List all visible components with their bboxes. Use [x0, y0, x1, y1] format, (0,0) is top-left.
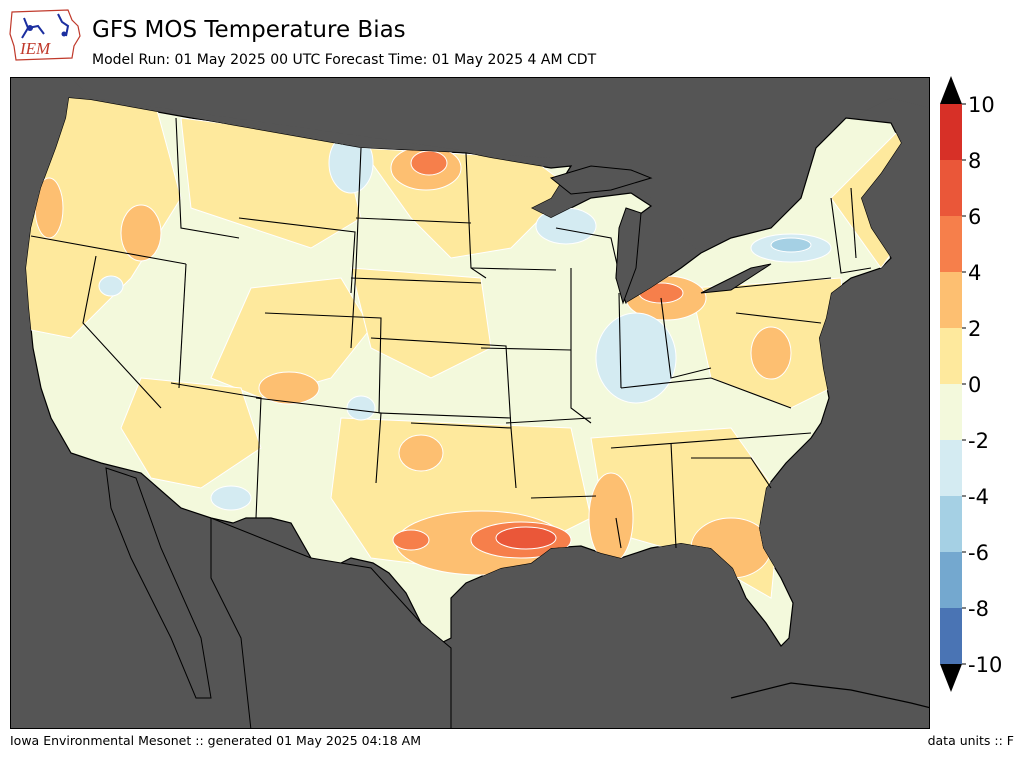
canada-landmass — [11, 78, 929, 253]
bias-cooler-new-york — [770, 237, 812, 253]
colorbar-bin — [940, 104, 962, 160]
mexico-mainland — [210, 517, 452, 728]
map-subtitle: Model Run: 01 May 2025 00 UTC Forecast T… — [92, 52, 597, 68]
bias-warm-oregon — [120, 204, 162, 262]
bias-hot-west-texas — [392, 529, 430, 551]
map-panel — [10, 77, 930, 729]
bias-cool-wisconsin — [535, 207, 597, 245]
bias-warm-northwest — [34, 177, 64, 239]
colorbar-tick-label: -6 — [968, 541, 989, 565]
colorbar-tick-label: 8 — [968, 149, 981, 173]
bias-cool-colorado — [346, 395, 376, 421]
bias-region-central — [350, 267, 492, 379]
bias-region-southwest — [120, 377, 262, 489]
colorbar-bin — [940, 440, 962, 496]
temperature-bias-map — [11, 78, 929, 728]
colorbar-tick-label: 0 — [968, 373, 981, 397]
colorbar-graphic: 10 8 6 4 2 0 -2 -4 -6 -8 -10 — [940, 76, 1002, 692]
map-title: GFS MOS Temperature Bias — [92, 17, 406, 43]
baja-peninsula — [105, 467, 212, 699]
colorbar-bin — [940, 496, 962, 552]
colorbar-bin — [940, 216, 962, 272]
footer-units: data units :: F — [927, 733, 1014, 748]
bias-warm-kansas — [398, 434, 444, 472]
colorbar-bin — [940, 328, 962, 384]
lake-michigan — [615, 207, 642, 305]
bias-cool-indiana — [595, 312, 677, 404]
bias-warm-georgia — [690, 517, 772, 579]
bias-warm-virginia — [750, 326, 792, 380]
bias-region-rockies — [210, 277, 372, 399]
bias-region-west-coast — [26, 98, 182, 339]
colorbar-bin — [940, 384, 962, 440]
bias-warm-mississippi — [588, 472, 634, 564]
logo-text: IEM — [19, 39, 51, 58]
colorbar-bin — [940, 160, 962, 216]
colorbar-bin — [940, 608, 962, 664]
footer-credit: Iowa Environmental Mesonet :: generated … — [10, 733, 421, 748]
colorbar-tick-label: 4 — [968, 261, 981, 285]
bias-cool-nevada — [98, 275, 124, 297]
colorbar-under-arrow — [940, 664, 962, 692]
colorbar: 10 8 6 4 2 0 -2 -4 -6 -8 -10 — [930, 75, 1024, 695]
bias-warm-wyoming — [258, 371, 320, 405]
colorbar-tick-label: 2 — [968, 317, 981, 341]
iem-logo: IEM — [8, 6, 84, 64]
bias-hottest-texas — [495, 526, 557, 550]
colorbar-tick-label: -8 — [968, 597, 989, 621]
colorbar-tick-label: -2 — [968, 429, 989, 453]
colorbar-over-arrow — [940, 76, 962, 104]
bias-hot-montana — [410, 150, 448, 176]
colorbar-bin — [940, 272, 962, 328]
lake-erie — [700, 263, 772, 294]
colorbar-bin — [940, 552, 962, 608]
bias-cool-montana — [328, 132, 374, 194]
colorbar-tick-label: 6 — [968, 205, 981, 229]
cuba-outline — [730, 682, 929, 709]
colorbar-tick-label: 10 — [968, 93, 995, 117]
bias-cool-arizona — [210, 485, 252, 511]
colorbar-tick-label: -4 — [968, 485, 989, 509]
colorbar-tick-label: -10 — [968, 653, 1002, 677]
state-borders — [30, 117, 872, 549]
lake-superior — [549, 165, 653, 195]
